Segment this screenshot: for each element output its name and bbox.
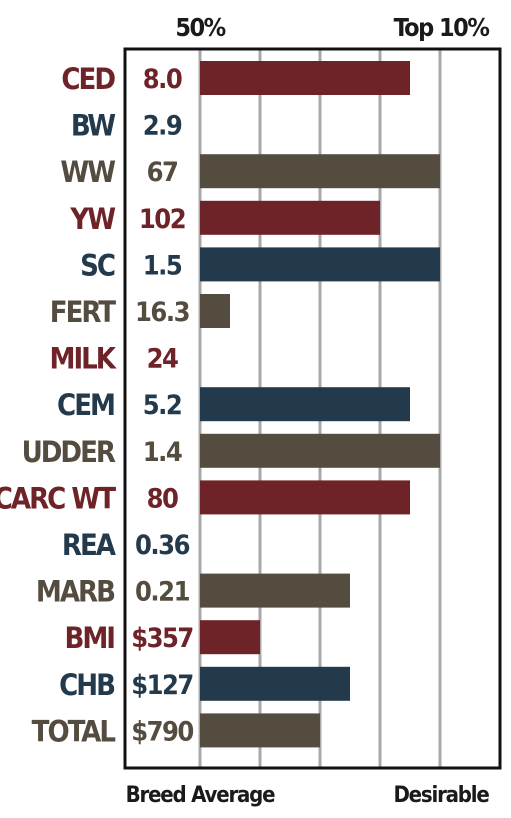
trait-label: YW: [69, 202, 115, 236]
trait-value: 16.3: [135, 297, 189, 328]
trait-value: 102: [139, 204, 185, 235]
bar-marb: [200, 573, 350, 608]
bar-total: [200, 713, 320, 748]
trait-value: 80: [147, 483, 178, 514]
trait-values: 8.0 2.9 67 102 1.5 16.3 24 5.2 1.4 80 0.36 0.21 $357…: [131, 64, 195, 747]
bottom-label-desirable: Desirable: [393, 783, 489, 808]
top-label-top-10-percent: Top 10%: [394, 13, 490, 42]
trait-label: BMI: [64, 621, 114, 655]
trait-value: 1.5: [143, 250, 182, 281]
bottom-label-breed-average: Breed Average: [126, 783, 276, 808]
bar-cem: [200, 387, 410, 422]
trait-value: $357: [131, 623, 193, 654]
trait-value: 2.9: [143, 111, 182, 142]
bar-ww: [200, 154, 440, 189]
trait-label: CARC WT: [0, 481, 116, 515]
trait-label: FERT: [50, 295, 116, 329]
bar-fert: [200, 294, 230, 328]
bar-udder: [200, 433, 440, 468]
bar-carc-wt: [200, 480, 410, 515]
bar-chb: [200, 666, 350, 701]
trait-value: $127: [131, 670, 193, 701]
trait-label: BW: [71, 109, 115, 143]
trait-value: 67: [147, 157, 178, 188]
bar-ced: [200, 61, 410, 95]
trait-label: CED: [61, 62, 115, 96]
trait-value: 24: [147, 344, 178, 375]
trait-labels: CED BW WW YW SC FERT MILK CEM UDDER CARC WT REA MAR…: [0, 62, 120, 748]
bars: [200, 61, 440, 748]
trait-label: CHB: [59, 668, 115, 702]
bar-sc: [200, 247, 440, 282]
trait-value: $790: [131, 716, 193, 747]
trait-value: 5.2: [143, 390, 182, 421]
bar-yw: [200, 200, 380, 235]
trait-label: UDDER: [22, 435, 116, 469]
trait-label: REA: [62, 528, 117, 562]
trait-value: 1.4: [143, 437, 182, 468]
trait-label: MILK: [49, 342, 117, 376]
chart-frame: [123, 47, 502, 770]
trait-value: 8.0: [143, 64, 182, 95]
trait-value: 0.21: [135, 577, 190, 608]
trait-label: TOTAL: [32, 714, 116, 748]
trait-label: MARB: [36, 575, 115, 609]
top-label-50-percent: 50%: [175, 13, 225, 42]
bar-bmi: [200, 620, 260, 655]
trait-label: SC: [80, 248, 115, 282]
trait-value: 0.36: [135, 530, 190, 561]
trait-label: CEM: [57, 388, 114, 422]
trait-label: WW: [60, 155, 115, 189]
